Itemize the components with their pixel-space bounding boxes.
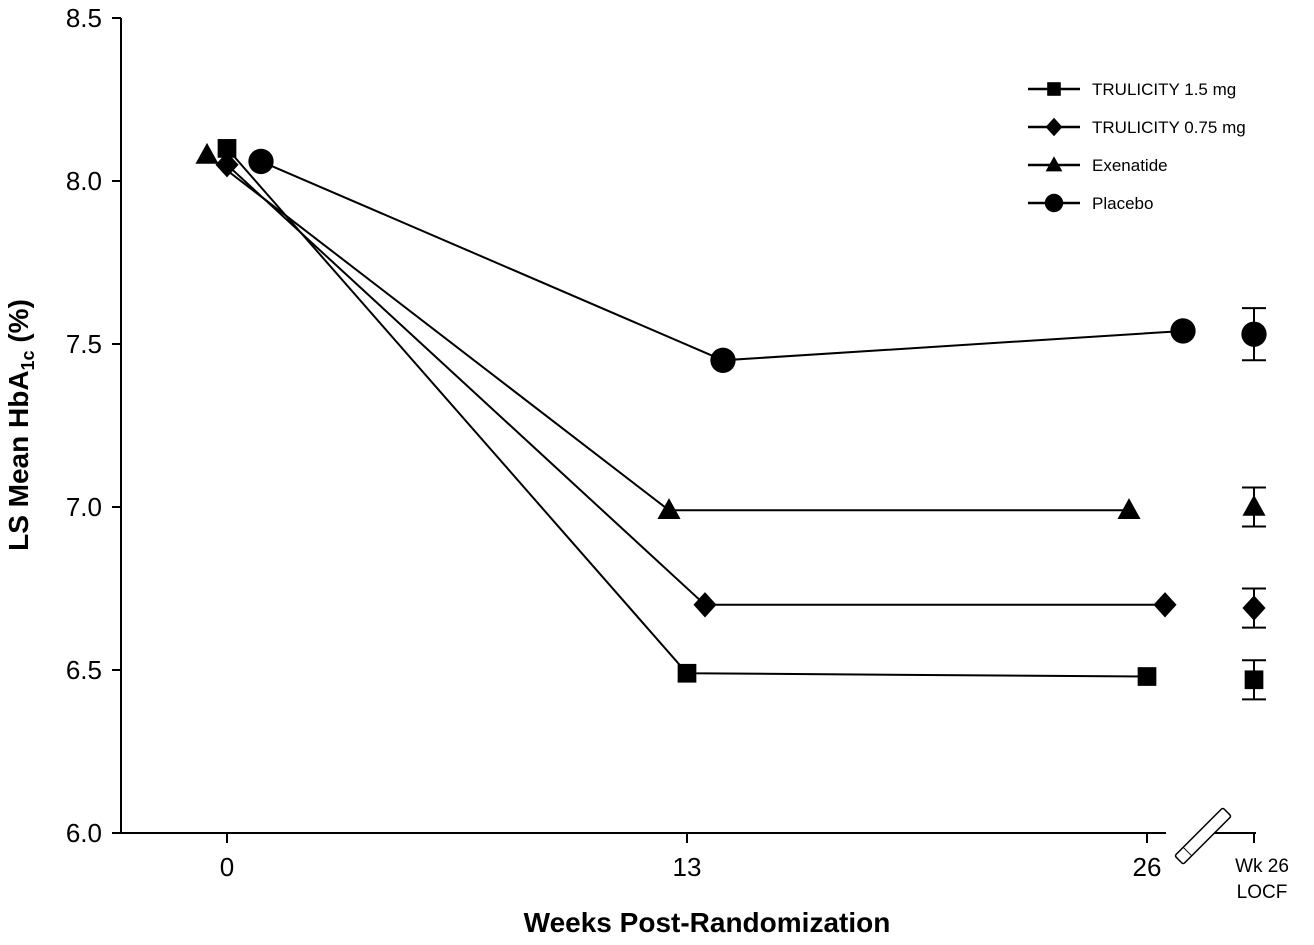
series-2: [195, 142, 1141, 520]
series-group: [195, 139, 1196, 686]
series-3-point-0: [248, 148, 274, 175]
axes: [120, 18, 1256, 865]
series-2-point-2: [1117, 498, 1141, 520]
locf-2: [1242, 486, 1266, 528]
series-0-point-0: [217, 139, 237, 158]
x-tick-label-2: 26: [1133, 852, 1162, 882]
series-1: [215, 152, 1177, 618]
series-line-2: [206, 154, 1129, 512]
series-2-point-0: [195, 142, 219, 164]
series-line-3: [260, 160, 1184, 362]
x-axis-title: Weeks Post-Randomization: [524, 907, 891, 938]
legend-marker-3: [1044, 193, 1064, 213]
y-axis-title-suffix: (%): [3, 299, 34, 350]
legend-item-2: Exenatide: [1028, 156, 1168, 175]
series-line-1: [226, 163, 1165, 606]
legend-label-2: Exenatide: [1092, 156, 1168, 175]
x-tick-label-0: 0: [220, 852, 234, 882]
x-tick-label-locf-0: Wk 26: [1235, 856, 1289, 877]
series-3: [248, 148, 1196, 373]
locf-group: [1241, 307, 1267, 701]
locf-0: [1242, 659, 1266, 701]
legend: TRULICITY 1.5 mg TRULICITY 0.75 mg Exenati…: [1028, 80, 1246, 213]
locf-1: [1242, 587, 1266, 629]
y-tick-label-4: 8.0: [66, 166, 102, 196]
series-2-point-1: [657, 498, 681, 520]
x-axis-ticks: 0 13 26 Wk 26 LOCF: [220, 833, 1289, 903]
locf-point-0: [1244, 670, 1264, 690]
series-1-point-2: [1153, 592, 1177, 618]
x-tick-label-1: 13: [673, 852, 702, 882]
y-tick-label-1: 6.5: [66, 655, 102, 685]
axis-break-body: [1174, 807, 1232, 865]
y-tick-label-0: 6.0: [66, 818, 102, 848]
locf-point-2: [1242, 494, 1266, 516]
legend-item-1: TRULICITY 0.75 mg: [1028, 117, 1246, 137]
locf-point-3: [1241, 321, 1267, 347]
legend-label-1: TRULICITY 0.75 mg: [1092, 118, 1246, 137]
legend-label-0: TRULICITY 1.5 mg: [1092, 80, 1236, 99]
series-3-point-2: [1170, 318, 1196, 344]
y-tick-label-5: 8.5: [66, 3, 102, 33]
y-tick-label-2: 7.0: [66, 492, 102, 522]
axis-break-icon: [1174, 807, 1232, 865]
locf-3: [1241, 307, 1267, 362]
legend-marker-2: [1045, 156, 1063, 172]
series-3-point-1: [710, 347, 736, 373]
legend-marker-1: [1045, 117, 1063, 137]
locf-point-1: [1242, 595, 1266, 621]
y-axis-title: LS Mean HbA1c (%): [3, 299, 38, 551]
series-0-point-1: [677, 663, 697, 683]
x-tick-label-locf-1: LOCF: [1237, 882, 1288, 903]
legend-marker-0: [1047, 82, 1061, 96]
series-line-0: [226, 147, 1148, 678]
y-tick-label-3: 7.5: [66, 329, 102, 359]
legend-item-0: TRULICITY 1.5 mg: [1028, 80, 1236, 99]
y-axis-title-main: LS Mean HbA: [3, 370, 34, 550]
axis-break-mark: [1182, 846, 1193, 857]
y-axis-ticks: 6.0 6.5 7.0 7.5 8.0 8.5: [66, 3, 121, 848]
series-1-point-1: [693, 592, 717, 618]
series-0-point-2: [1137, 667, 1157, 686]
series-0: [217, 139, 1157, 686]
legend-label-3: Placebo: [1092, 194, 1153, 213]
series-1-point-0: [215, 152, 239, 178]
legend-item-3: Placebo: [1028, 193, 1153, 213]
y-axis-title-subscript: 1c: [18, 350, 38, 370]
